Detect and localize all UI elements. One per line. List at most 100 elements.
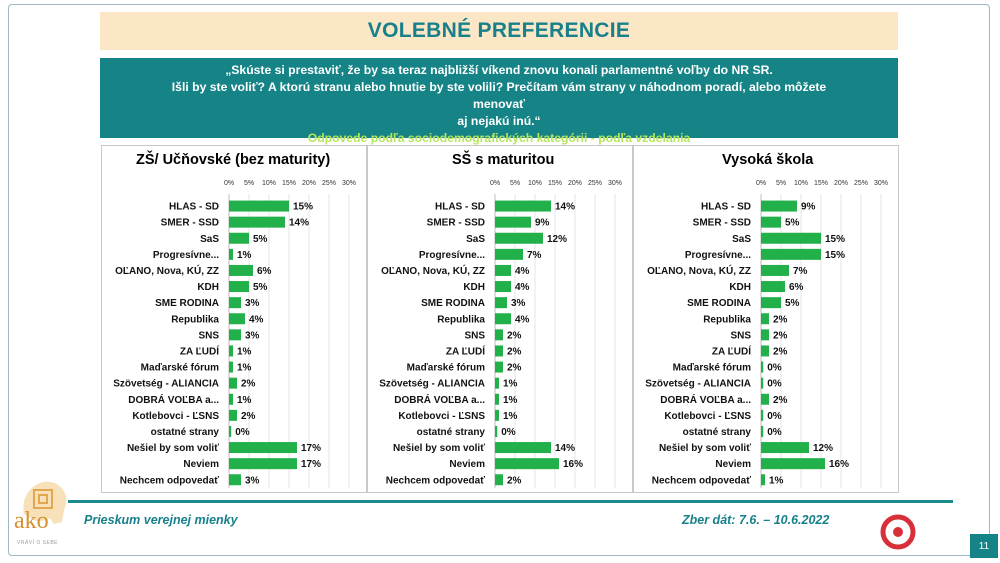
ako-logo-text: ako	[14, 508, 49, 534]
category-label: DOBRÁ VOĽBA a...	[128, 393, 219, 406]
category-label: SMER - SSD	[693, 218, 751, 229]
bar	[495, 409, 499, 421]
x-tick-label: 20%	[302, 180, 316, 187]
bar	[761, 377, 764, 389]
category-label: SNS	[198, 330, 219, 341]
category-label: Neviem	[449, 459, 485, 470]
category-label: SNS	[464, 330, 485, 341]
category-label: DOBRÁ VOĽBA a...	[394, 393, 485, 406]
category-label: Maďarské fórum	[407, 363, 485, 374]
chart-title-ss: SŠ s maturitou	[452, 152, 555, 168]
bar	[761, 297, 781, 309]
x-tick-label: 30%	[342, 180, 356, 187]
category-label: Republika	[437, 314, 485, 325]
bar	[761, 345, 769, 357]
data-label: 0%	[235, 427, 250, 438]
category-label: Republika	[703, 314, 751, 325]
data-label: 14%	[555, 202, 575, 213]
x-tick-label: 10%	[794, 180, 808, 187]
category-label: ZA ĽUDÍ	[712, 344, 751, 357]
category-label: KDH	[197, 282, 219, 293]
data-label: 5%	[253, 234, 268, 245]
bar	[495, 264, 511, 276]
question-subtitle: Odpovede podľa sociodemografických kateg…	[307, 131, 691, 145]
bar	[495, 200, 551, 212]
bar	[495, 329, 503, 341]
chart-title-vs: Vysoká škola	[722, 152, 814, 168]
data-label: 9%	[801, 202, 816, 213]
x-tick-label: 5%	[510, 180, 520, 187]
bar	[761, 200, 797, 212]
data-label: 2%	[773, 330, 788, 341]
bar	[229, 409, 237, 421]
question-line-3: aj nejakú inú.“	[457, 114, 541, 128]
bar	[761, 232, 821, 244]
category-label: Kotlebovci - ĽSNS	[398, 411, 485, 422]
chart-svg-vs: 0% 5% 10% 15% 20% 25% 30% HLAS - SD 9% SMER - SSD…	[645, 180, 888, 488]
bar	[229, 232, 249, 244]
x-tick-label: 0%	[756, 180, 766, 187]
bar	[761, 329, 769, 341]
data-label: 0%	[767, 363, 782, 374]
data-label: 1%	[503, 379, 518, 390]
chart-svg-ss: 0% 5% 10% 15% 20% 25% 30% HLAS - SD 14% SMER - SS…	[379, 180, 622, 488]
data-label: 1%	[237, 363, 252, 374]
bar	[495, 377, 499, 389]
data-label: 2%	[241, 379, 256, 390]
data-label: 1%	[237, 250, 252, 261]
data-label: 15%	[825, 250, 845, 261]
x-tick-label: 15%	[282, 180, 296, 187]
category-label: SaS	[732, 234, 751, 245]
data-label: 15%	[825, 234, 845, 245]
bar	[761, 442, 809, 454]
category-label: KDH	[729, 282, 751, 293]
category-label: ZA ĽUDÍ	[180, 344, 219, 357]
bar	[229, 425, 232, 437]
bar	[229, 361, 233, 373]
x-tick-label: 25%	[588, 180, 602, 187]
bar	[495, 216, 531, 228]
category-label: ostatné strany	[683, 427, 752, 438]
bar	[495, 458, 559, 470]
bar	[761, 281, 785, 293]
bar	[761, 474, 765, 486]
data-label: 1%	[503, 411, 518, 422]
x-tick-label: 25%	[854, 180, 868, 187]
category-label: Neviem	[183, 459, 219, 470]
bar	[495, 442, 551, 454]
x-tick-label: 5%	[244, 180, 254, 187]
data-label: 5%	[785, 218, 800, 229]
data-label: 2%	[773, 314, 788, 325]
data-label: 1%	[769, 475, 784, 486]
data-label: 4%	[515, 314, 530, 325]
x-tick-label: 25%	[322, 180, 336, 187]
category-label: DOBRÁ VOĽBA a...	[660, 393, 751, 406]
category-label: Kotlebovci - ĽSNS	[132, 411, 219, 422]
bar	[495, 297, 507, 309]
bar	[761, 409, 764, 421]
question-line-2: Išli by ste voliť? A ktorú stranu alebo …	[171, 80, 827, 111]
category-label: SNS	[730, 330, 751, 341]
category-label: Maďarské fórum	[141, 363, 219, 374]
category-label: KDH	[463, 282, 485, 293]
category-label: Nechcem odpovedať	[652, 475, 751, 486]
category-label: Nešiel by som voliť	[659, 443, 751, 454]
bar	[761, 248, 821, 260]
data-label: 16%	[563, 459, 583, 470]
data-label: 4%	[515, 266, 530, 277]
bar	[229, 345, 233, 357]
x-tick-label: 20%	[568, 180, 582, 187]
data-label: 6%	[789, 282, 804, 293]
data-label: 14%	[555, 443, 575, 454]
category-label: Neviem	[715, 459, 751, 470]
x-tick-label: 5%	[776, 180, 786, 187]
x-tick-label: 10%	[528, 180, 542, 187]
bar	[229, 313, 245, 325]
chart-panel-zs: ZŠ/ Učňovské (bez maturity) 0% 5% 10% 15% 20…	[101, 145, 367, 493]
data-label: 15%	[293, 202, 313, 213]
data-label: 1%	[237, 346, 252, 357]
x-tick-label: 20%	[834, 180, 848, 187]
question-line-1: „Skúste si prestaviť, že by sa teraz naj…	[225, 63, 773, 77]
x-tick-label: 15%	[548, 180, 562, 187]
bar	[495, 281, 511, 293]
